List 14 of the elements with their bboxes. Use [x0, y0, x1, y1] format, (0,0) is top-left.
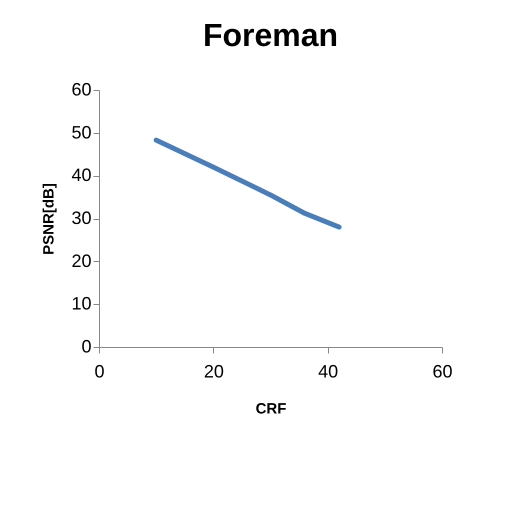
y-tick-label: 30 — [71, 208, 92, 228]
y-tick-label: 60 — [71, 80, 92, 100]
x-axis-title: CRF — [256, 400, 286, 418]
x-tick-label: 20 — [204, 362, 224, 382]
x-tick-label: 0 — [94, 362, 105, 382]
y-tick-label: 10 — [71, 294, 92, 314]
y-tick-label: 40 — [71, 165, 92, 186]
y-tick-label: 50 — [71, 122, 92, 142]
x-tick-label: 40 — [318, 362, 338, 382]
x-tick-label: 60 — [432, 362, 453, 382]
y-tick-label: 20 — [71, 250, 92, 271]
y-axis-title: PSNR[dB] — [40, 183, 58, 255]
chart-title: Foreman — [202, 17, 338, 53]
y-tick-label: 0 — [81, 336, 92, 356]
